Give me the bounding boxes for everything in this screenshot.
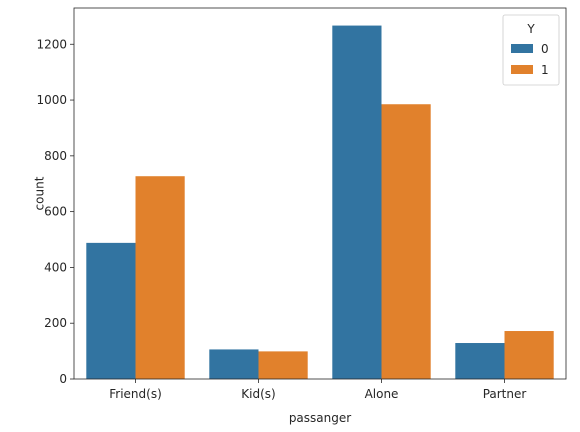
bar-friend-s-series-0 bbox=[86, 242, 136, 379]
y-tick-label: 0 bbox=[59, 372, 67, 386]
x-tick-label: Alone bbox=[365, 387, 399, 401]
bar-alone-series-0 bbox=[332, 25, 382, 379]
legend-swatch-0 bbox=[511, 44, 533, 53]
bar-kid-s-series-1 bbox=[258, 351, 308, 379]
y-tick-label: 400 bbox=[44, 260, 67, 274]
legend-swatch-1 bbox=[511, 65, 533, 74]
y-tick-label: 200 bbox=[44, 316, 67, 330]
y-tick-label: 800 bbox=[44, 149, 67, 163]
legend-label-1: 1 bbox=[541, 63, 549, 77]
y-tick-label: 1000 bbox=[36, 93, 67, 107]
y-axis-label: count bbox=[33, 176, 47, 210]
x-tick-label: Friend(s) bbox=[109, 387, 162, 401]
bar-partner-series-1 bbox=[504, 331, 554, 379]
legend-title: Y bbox=[526, 22, 535, 36]
x-axis-ticks: Friend(s) Kid(s) Alone Partner bbox=[109, 379, 526, 401]
legend: Y 0 1 bbox=[502, 14, 560, 86]
bar-kid-s-series-0 bbox=[209, 349, 259, 379]
y-axis-ticks: 0 200 400 600 800 1000 1200 bbox=[36, 37, 74, 386]
x-tick-label: Partner bbox=[483, 387, 527, 401]
x-axis-label: passanger bbox=[289, 411, 351, 425]
bar-friend-s-series-1 bbox=[135, 176, 185, 379]
bar-partner-series-0 bbox=[455, 343, 505, 379]
y-tick-label: 600 bbox=[44, 205, 67, 219]
y-tick-label: 1200 bbox=[36, 37, 67, 51]
bars-group bbox=[86, 25, 554, 380]
bar-alone-series-1 bbox=[381, 104, 431, 380]
x-tick-label: Kid(s) bbox=[241, 387, 275, 401]
plot-frame bbox=[73, 7, 567, 380]
legend-label-0: 0 bbox=[541, 42, 549, 56]
